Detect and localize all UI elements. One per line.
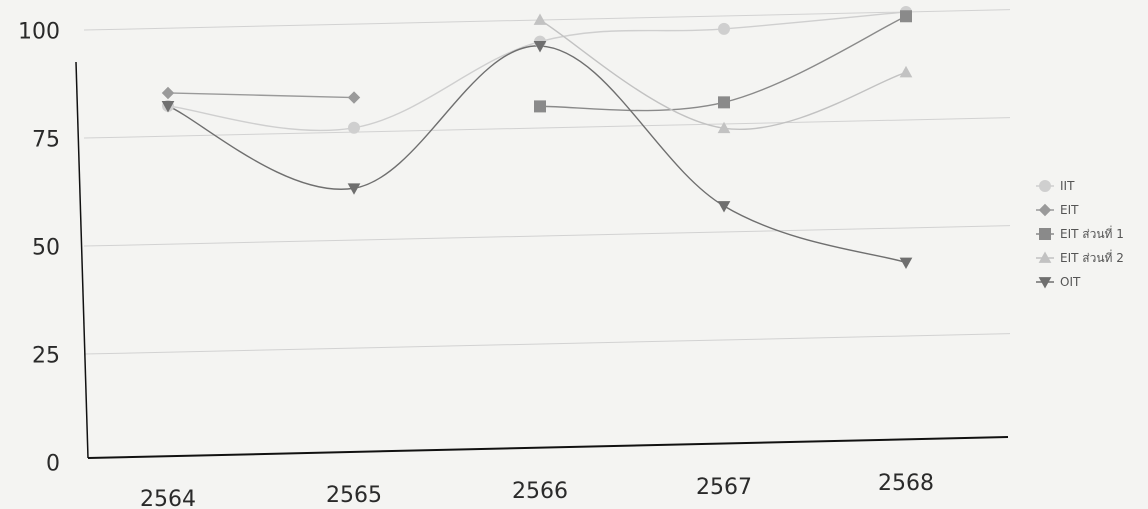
x-tick-label: 2567	[696, 475, 752, 500]
legend-label: OIT	[1060, 275, 1081, 289]
gridline	[83, 9, 1011, 31]
series-5-point	[161, 101, 175, 113]
series-4-point	[899, 65, 913, 78]
legend-swatch-marker	[1038, 203, 1052, 217]
x-tick-label: 2565	[326, 483, 382, 508]
series-4-point	[717, 121, 731, 134]
series-5-point	[533, 41, 547, 53]
series-4-line	[539, 19, 907, 131]
grid-lines	[83, 9, 1011, 355]
x-tick-label: 2568	[878, 471, 934, 496]
y-axis-line	[75, 61, 89, 459]
series-3-point	[900, 10, 912, 23]
y-tick-label: 100	[18, 20, 60, 45]
series-3-point	[718, 96, 730, 109]
series-5-point	[717, 201, 731, 213]
x-axis-line	[87, 436, 1009, 459]
x-tick-labels: 2564 2565 2566 2567 2568	[140, 471, 934, 509]
gridline	[83, 225, 1011, 247]
y-tick-label: 0	[46, 452, 60, 477]
legend-swatch-marker	[1039, 180, 1051, 192]
legend-label: EIT ส่วนที่ 1	[1060, 225, 1124, 241]
series-lines	[167, 11, 907, 264]
axes	[75, 61, 1009, 459]
series-5-point	[899, 257, 913, 270]
series-1-point	[718, 22, 730, 35]
series-2-point	[161, 86, 175, 100]
legend: IIT EIT EIT ส่วนที่ 1 EIT ส่วนที่ 2 OIT	[1036, 179, 1124, 289]
series-1-point	[348, 121, 360, 134]
legend-swatch-marker	[1039, 228, 1051, 240]
legend-swatch-marker	[1038, 251, 1052, 263]
x-tick-label: 2564	[140, 487, 196, 509]
legend-label: IIT	[1060, 179, 1075, 193]
y-tick-labels: 0 25 50 75 100	[18, 20, 60, 477]
series-2-point	[347, 91, 361, 104]
gridline	[83, 333, 1011, 355]
series-4-point	[533, 13, 547, 25]
x-tick-label: 2566	[512, 479, 568, 504]
gridline	[83, 117, 1011, 139]
legend-swatch-marker	[1038, 277, 1052, 289]
series-markers	[161, 5, 913, 270]
legend-label: EIT ส่วนที่ 2	[1060, 249, 1124, 265]
y-tick-label: 50	[32, 236, 60, 261]
series-1-line	[167, 11, 907, 132]
series-5-point	[347, 183, 361, 195]
series-2-line	[167, 92, 355, 99]
legend-label: EIT	[1060, 203, 1079, 217]
y-tick-label: 75	[32, 128, 60, 153]
y-tick-label: 25	[32, 344, 60, 369]
series-3-point	[534, 100, 546, 113]
